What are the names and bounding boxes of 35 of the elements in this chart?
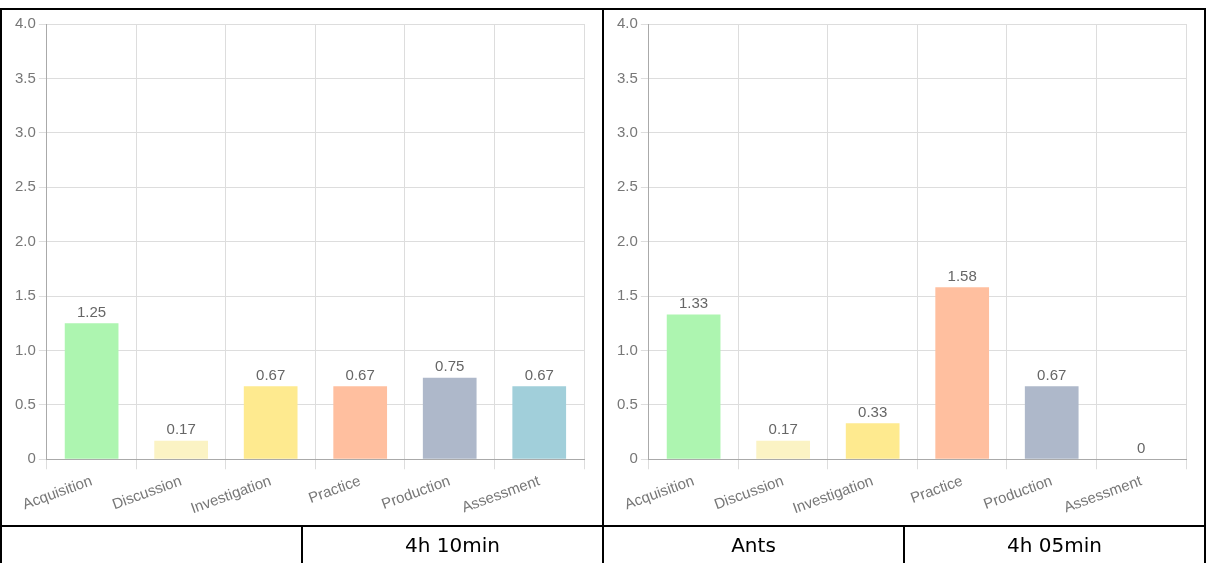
data-label: 0.67 bbox=[524, 366, 554, 384]
y-tick-label: 3.5 bbox=[14, 68, 36, 86]
y-tick-label: 4.0 bbox=[616, 14, 638, 32]
x-tick-label: Practice bbox=[907, 471, 965, 506]
x-tick-label: Practice bbox=[305, 471, 363, 506]
data-label: 0.67 bbox=[256, 366, 286, 384]
y-tick-label: 0 bbox=[629, 449, 638, 467]
y-tick-label: 1.0 bbox=[14, 340, 36, 358]
data-label: 1.33 bbox=[679, 294, 709, 312]
y-tick-label: 3.5 bbox=[616, 68, 638, 86]
text: Ants bbox=[604, 527, 905, 563]
data-label: 1.58 bbox=[947, 266, 977, 284]
text: 4h 10min bbox=[404, 532, 501, 559]
y-tick-label: 4.0 bbox=[14, 14, 36, 32]
y-tick-label: 2.0 bbox=[14, 231, 36, 249]
y-tick-label: 3.0 bbox=[616, 122, 638, 140]
y-tick-label: 1.5 bbox=[616, 286, 638, 304]
y-tick-label: 0 bbox=[27, 449, 36, 467]
y-tick-label: 3.0 bbox=[14, 122, 36, 140]
text: 4h 05min bbox=[1006, 532, 1103, 559]
y-tick-label: 2.5 bbox=[14, 177, 36, 195]
y-tick-label: 2.5 bbox=[616, 177, 638, 195]
data-label: 0.33 bbox=[858, 403, 888, 421]
y-tick-label: 0.5 bbox=[14, 395, 36, 413]
y-tick-label: 1.0 bbox=[616, 340, 638, 358]
data-label: 0.75 bbox=[435, 357, 465, 375]
data-label: 0.67 bbox=[345, 366, 375, 384]
data-label: 0 bbox=[1137, 438, 1146, 456]
data-label: 0.67 bbox=[1037, 366, 1067, 384]
y-tick-label: 0.5 bbox=[616, 395, 638, 413]
data-label: 1.25 bbox=[77, 302, 107, 320]
data-label: 0.17 bbox=[166, 420, 196, 438]
data-label: 0.17 bbox=[768, 420, 798, 438]
y-tick-label: 1.5 bbox=[14, 286, 36, 304]
y-tick-label: 2.0 bbox=[616, 231, 638, 249]
